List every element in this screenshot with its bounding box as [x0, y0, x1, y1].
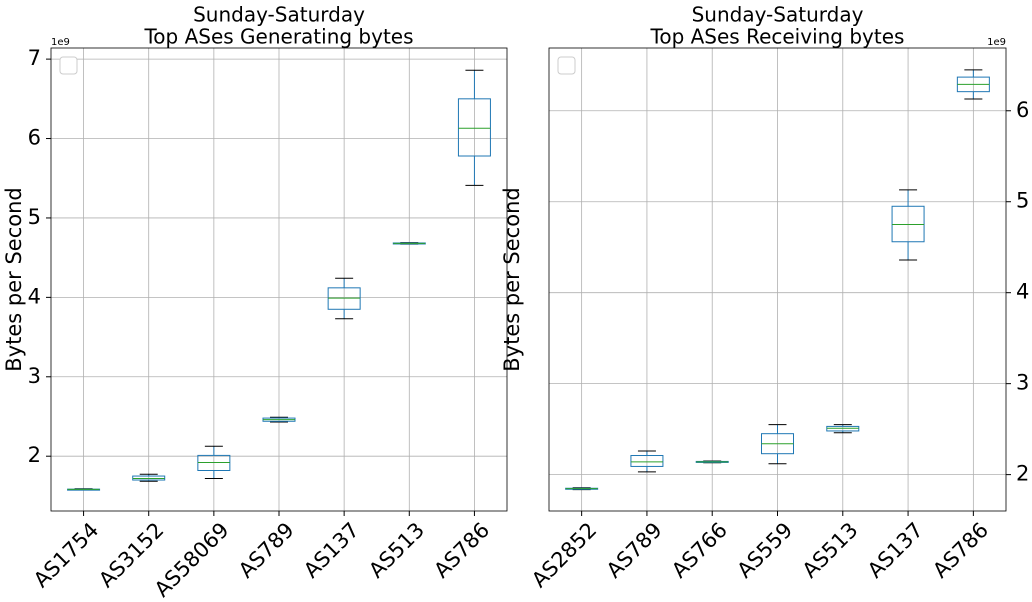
plot-frame — [548, 47, 1007, 512]
chart-title: Top ASes Generating bytes — [143, 25, 413, 49]
axis-offset: 1e9 — [987, 37, 1006, 48]
legend — [59, 56, 78, 75]
chart-title: Sunday-Saturday — [692, 3, 864, 27]
y-tick-label: 2 — [1016, 462, 1029, 486]
y-tick-label: 3 — [1016, 371, 1029, 395]
legend — [557, 56, 576, 75]
y-tick-label: 2 — [28, 443, 41, 467]
x-tick-label: AS137 — [299, 518, 364, 583]
x-tick-label: AS786 — [429, 518, 494, 583]
x-tick-label: AS789 — [602, 518, 667, 583]
y-tick-label: 3 — [28, 364, 41, 388]
y-axis-label: Bytes per Second — [2, 187, 26, 371]
x-tick-label: AS137 — [863, 518, 928, 583]
chart-title: Sunday-Saturday — [193, 3, 365, 27]
x-tick-label: AS2852 — [527, 518, 601, 592]
chart: 2 3 4 5 6 AS2852 AS789 AS766 AS559 AS513 AS137 AS78… — [500, 3, 1029, 593]
x-tick-label: AS786 — [928, 518, 993, 583]
y-axis-label: Bytes per Second — [500, 187, 524, 371]
y-tick-label: 4 — [28, 284, 41, 308]
box — [457, 98, 491, 157]
axis-offset: 1e9 — [51, 37, 70, 48]
y-tick-label: 5 — [1016, 189, 1029, 213]
y-tick-label: 7 — [28, 46, 41, 70]
y-tick-label: 5 — [28, 205, 41, 229]
y-tick-label: 4 — [1016, 280, 1029, 304]
chart-title: Top ASes Receiving bytes — [650, 25, 905, 49]
x-tick-label: AS513 — [364, 518, 429, 583]
x-tick-label: AS559 — [732, 518, 797, 583]
y-tick-label: 6 — [1016, 98, 1029, 122]
x-tick-label: AS513 — [798, 518, 863, 583]
x-tick-label: AS789 — [234, 518, 299, 583]
y-tick-label: 6 — [28, 126, 41, 150]
plot-frame — [50, 47, 508, 512]
box — [630, 455, 664, 467]
x-tick-label: AS1754 — [29, 518, 103, 592]
x-tick-label: AS766 — [667, 518, 732, 583]
